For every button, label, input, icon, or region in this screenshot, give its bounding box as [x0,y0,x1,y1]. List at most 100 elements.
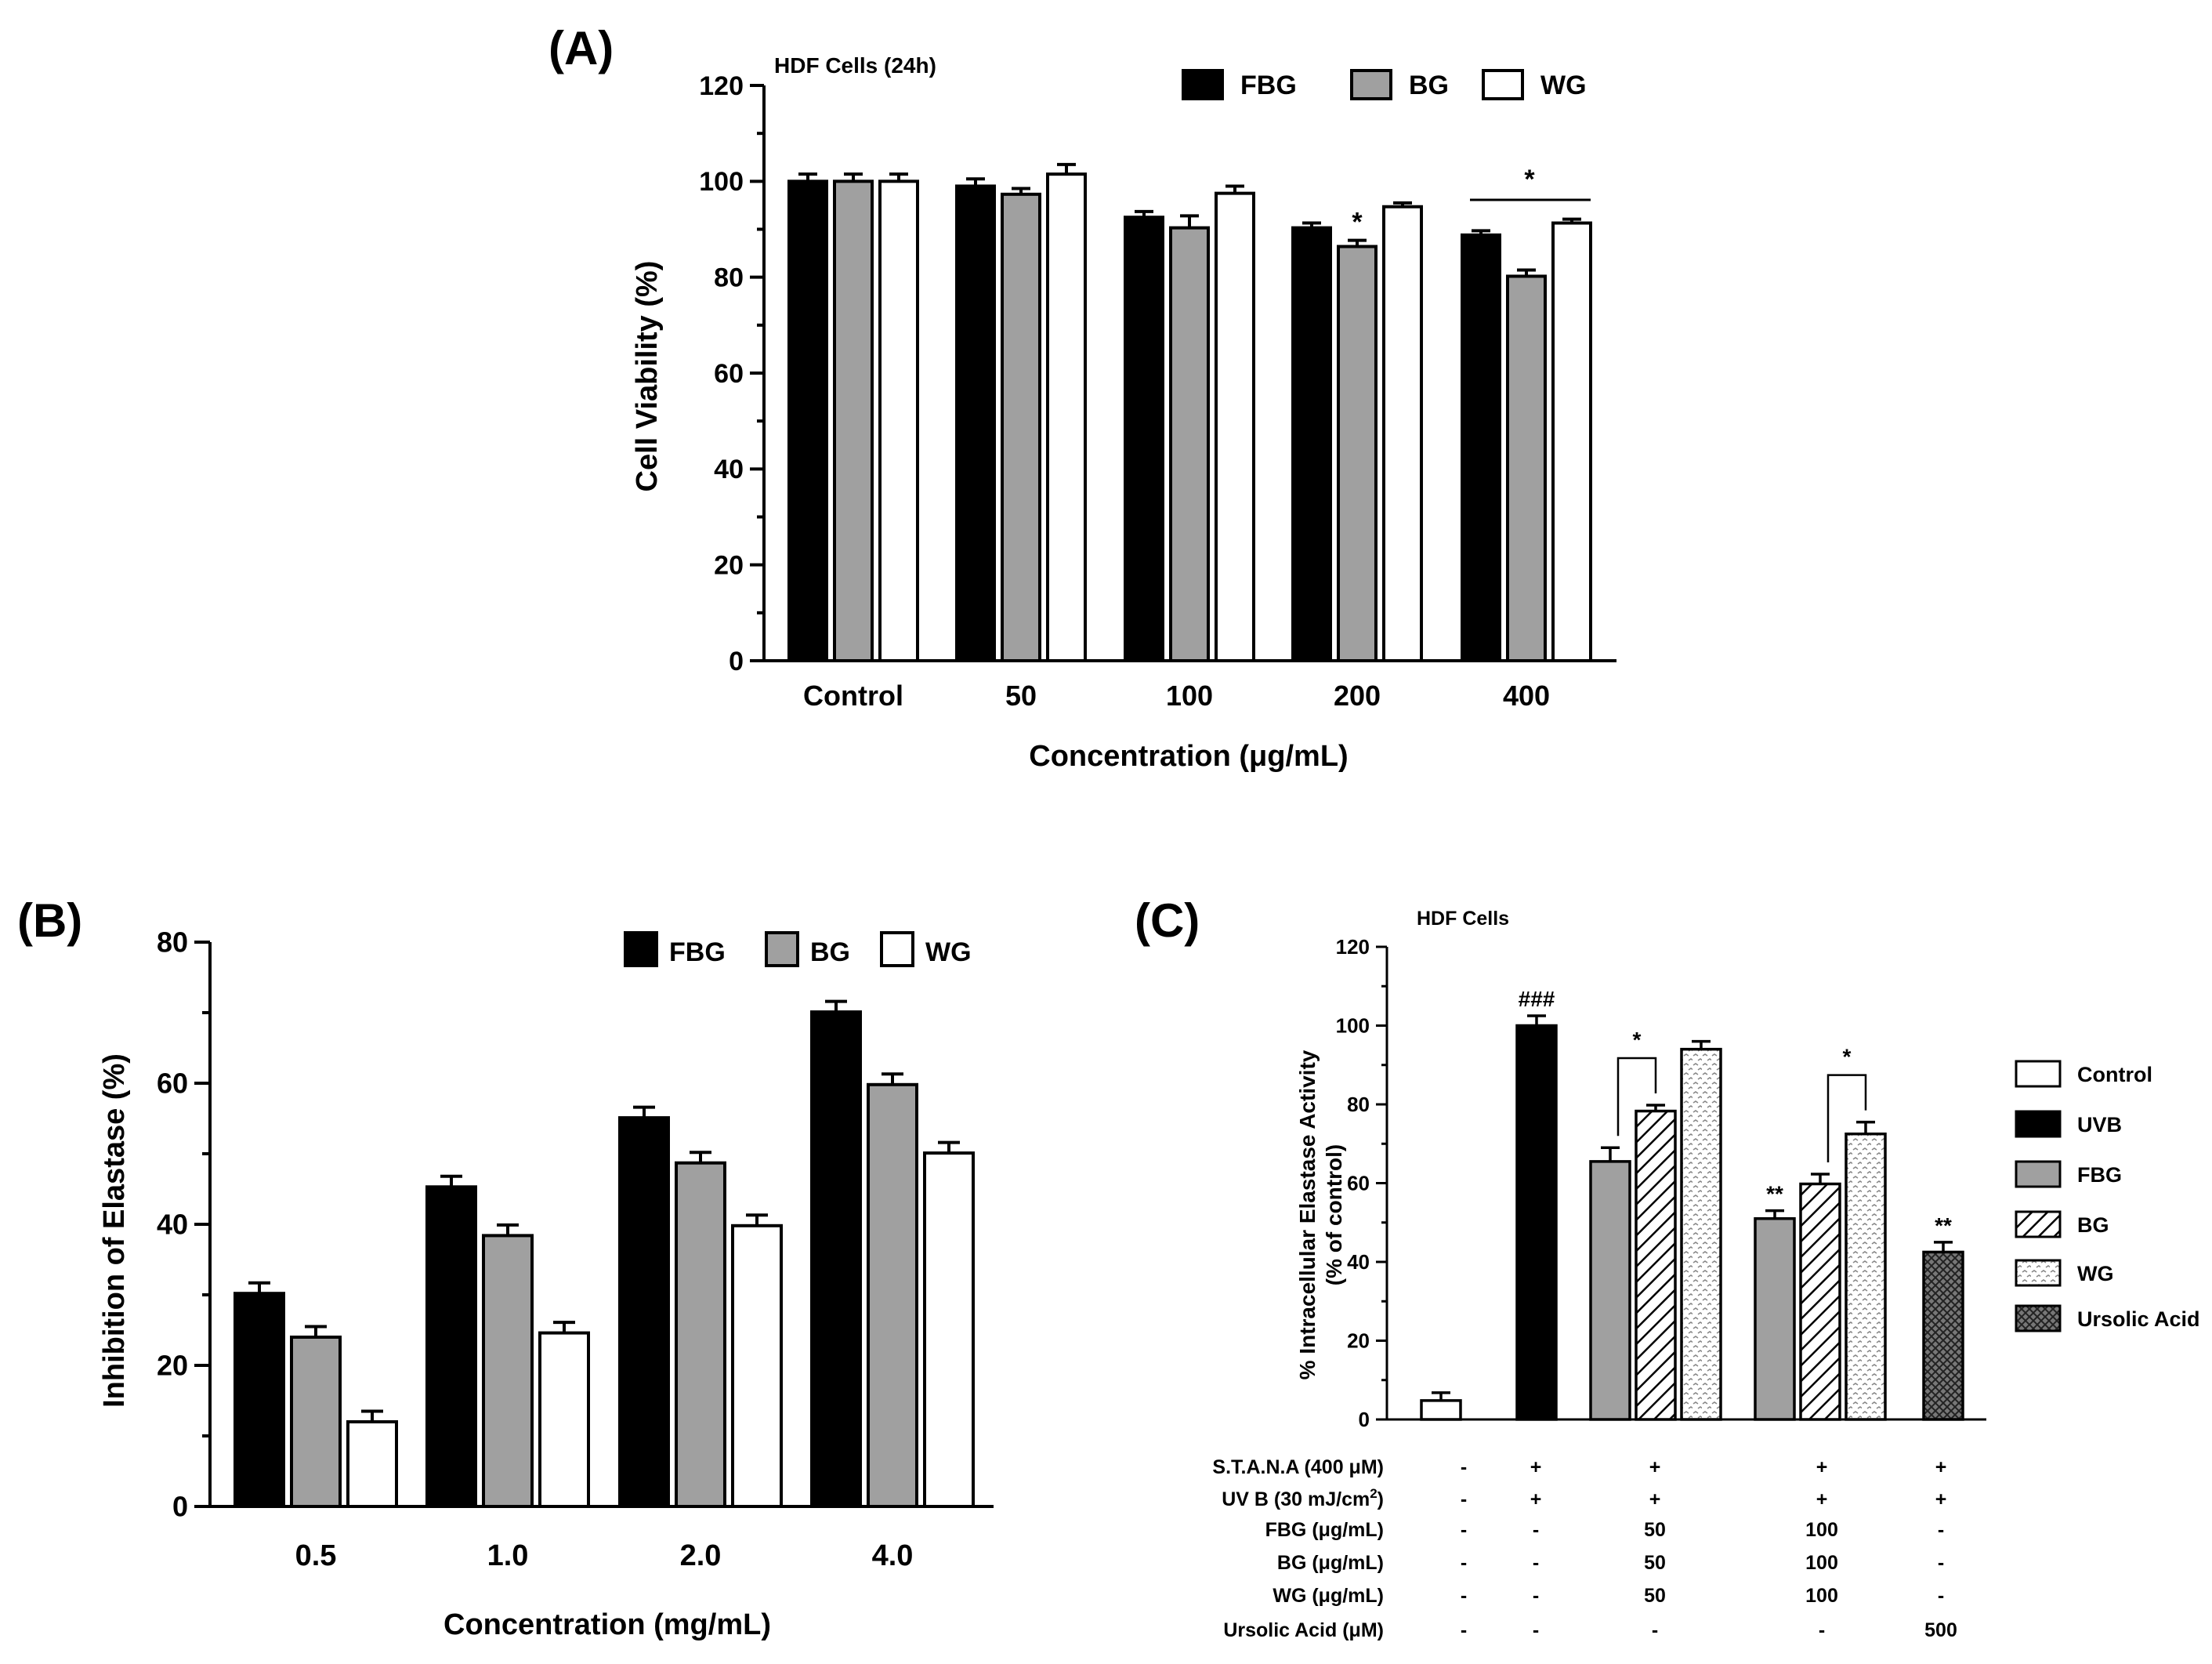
panel-b-x-tick-label: 0.5 [295,1539,337,1572]
legend-b-wg-label: WG [925,937,972,967]
panel-c-significance-mark: ### [1519,987,1555,1011]
condition-cell: - [1461,1456,1467,1478]
legend-c-fbg-label: FBG [2077,1163,2122,1187]
condition-row-label: UV B (30 mJ/cm2) [1222,1486,1384,1510]
legend-b-fbg-label: FBG [669,937,726,967]
panel-a-bars: Control 50 100 200 400 * * [787,162,1592,712]
bar-a-bg-200 [1337,245,1378,662]
bar-a-bg-50 [1001,192,1041,662]
bar-c-control [1420,1399,1462,1421]
condition-row-label: Ursolic Acid (μM) [1223,1619,1384,1641]
legend-b-fbg-swatch [624,931,658,967]
panel-c-legend: Control UVB FBG BG WG Ursolic Acid [2015,1060,2200,1332]
condition-uvb-close: ) [1378,1488,1384,1510]
bar-c-wg [1845,1132,1887,1421]
panel-a-title: HDF Cells (24h) [774,53,936,78]
panel-a-x-tick-label: 200 [1334,680,1381,712]
panel-a-y-tick-label: 20 [714,551,744,581]
bar-c-fbg [1754,1216,1796,1421]
bar-a-fbg-50 [955,184,996,662]
bar-b-wg-0.5 [346,1420,398,1508]
condition-cell: - [1533,1519,1539,1541]
panel-b-bars: 0.5 1.0 2.0 4.0 [234,999,975,1572]
condition-cell: - [1461,1519,1467,1541]
bar-b-wg-2.0 [731,1224,783,1509]
panel-b-y-tick-label: 60 [157,1068,188,1100]
legend-c-wg-label: WG [2077,1262,2114,1285]
legend-c-control-swatch [2015,1060,2062,1088]
legend-a-fbg-label: FBG [1240,71,1297,100]
legend-c-wg-swatch [2015,1259,2062,1287]
condition-cell: + [1530,1488,1542,1510]
panel-a-significance-star-group: * [1524,165,1535,194]
bar-b-wg-1.0 [538,1331,590,1508]
bar-b-bg-2.0 [675,1161,726,1508]
panel-c-significance-star: * [1843,1045,1852,1069]
condition-cell: - [1533,1552,1539,1574]
bar-a-fbg-400 [1461,233,1501,662]
panel-a-y-tick-label: 120 [699,71,744,101]
condition-cell: - [1461,1619,1467,1641]
condition-cell: + [1649,1488,1661,1510]
panel-b-y-tick-label: 80 [157,926,188,959]
condition-cell: + [1935,1488,1947,1510]
bar-a-fbg-control [787,179,828,663]
bar-b-fbg-2.0 [618,1116,670,1508]
bar-b-bg-1.0 [482,1234,534,1509]
panel-b-x-tick-label: 1.0 [487,1539,529,1572]
panel-c-y-tick-label: 60 [1347,1172,1370,1195]
condition-cell: + [1530,1456,1542,1478]
bar-c-fbg [1589,1160,1631,1421]
panel-a-x-tick-label: 100 [1166,680,1213,712]
bar-b-fbg-1.0 [425,1185,477,1509]
bar-a-fbg-100 [1124,216,1164,663]
bar-b-bg-0.5 [290,1336,342,1508]
panel-b-x-tick-label: 2.0 [680,1539,722,1572]
condition-cell: - [1938,1585,1944,1607]
panel-c-y-tick-label: 0 [1359,1408,1370,1431]
panel-b-legend: FBG BG WG [624,931,972,967]
legend-a-bg-label: BG [1409,71,1449,100]
panel-b: (B) FBG BG WG 0 20 40 60 80 0.5 1.0 2.0 4.0 Conce… [17,894,994,1641]
panel-a-x-tick-label: 400 [1503,680,1550,712]
condition-cell: + [1935,1456,1947,1478]
panel-a-y-axis-title: Cell Viability (%) [631,261,664,492]
condition-uvb-superscript: 2 [1370,1486,1377,1501]
legend-c-bg-label: BG [2077,1213,2109,1237]
panel-a-y-tick-label: 0 [729,647,744,676]
panel-a-x-tick-label: Control [803,680,903,712]
legend-c-uvb-swatch [2015,1110,2062,1138]
panel-a: (A) HDF Cells (24h) FBG BG WG 0 20 40 60 80 100… [548,22,1616,773]
panel-c-y-tick-label: 20 [1347,1329,1370,1353]
panel-c-significance-bracket [1826,1074,1867,1162]
legend-a-bg-swatch [1350,69,1392,100]
legend-b-bg-swatch [765,931,799,967]
condition-cell: - [1938,1519,1944,1541]
panel-b-x-axis-title: Concentration (mg/mL) [443,1608,771,1641]
panel-a-y-tick-label: 100 [699,167,744,197]
panel-c-significance-bracket [1616,1057,1657,1137]
panel-c-y-axis-title-line2: (% of control) [1322,1144,1346,1285]
condition-cell: - [1461,1552,1467,1574]
bar-c-ursolic-acid [1922,1250,1964,1421]
legend-a-wg-swatch [1482,69,1524,100]
bar-b-wg-4.0 [923,1151,975,1508]
panel-b-y-tick-label: 20 [157,1350,188,1382]
legend-c-bg-swatch [2015,1210,2062,1238]
bar-b-fbg-0.5 [234,1292,285,1508]
panel-c-label: (C) [1135,894,1200,947]
condition-cell: - [1533,1585,1539,1607]
legend-a-wg-label: WG [1540,71,1587,100]
legend-c-ursolic-acid-label: Ursolic Acid [2077,1307,2200,1331]
panel-a-legend: FBG BG WG [1182,69,1587,100]
condition-cell: - [1461,1488,1467,1510]
panel-c-y-tick-label: 120 [1336,935,1370,959]
condition-cell: 500 [1924,1619,1957,1641]
panel-b-y-tick-label: 0 [172,1491,188,1523]
panel-a-y-tick-label: 60 [714,359,744,389]
panel-b-y-axis-title: Inhibition of Elastase (%) [98,1053,131,1408]
panel-c-conditions-table: S.T.A.N.A (400 μM) UV B (30 mJ/cm2) FBG (μ… [1212,1456,1957,1641]
bar-a-wg-control [878,179,919,663]
panel-a-significance-star: * [1352,208,1363,237]
